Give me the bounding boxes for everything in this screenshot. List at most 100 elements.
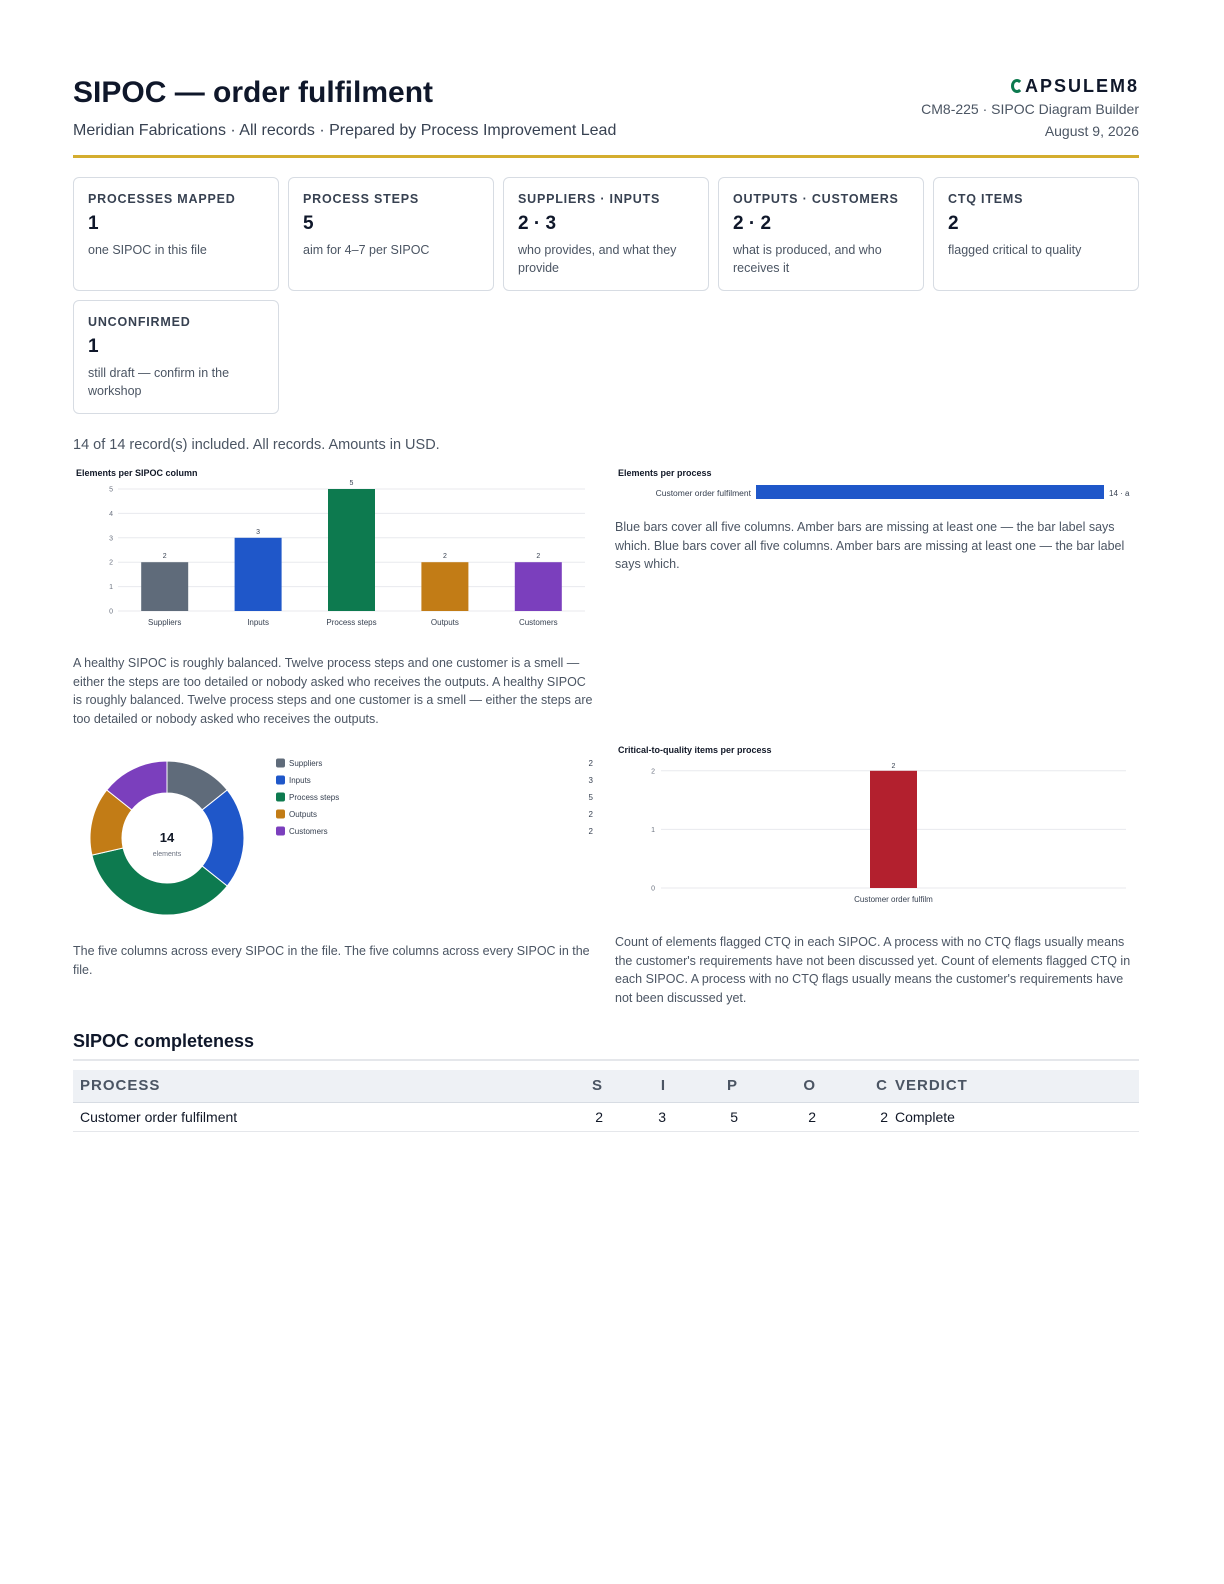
kpi-card-suppliers-inputs: Suppliers · Inputs 2 · 3 who provides, a…	[503, 177, 709, 291]
ctq-chart-title: Critical-to-quality items per process	[618, 745, 772, 755]
page-title: SIPOC — order fulfilment	[73, 76, 434, 109]
legend-value: 3	[589, 776, 594, 785]
kpi-value: 2	[948, 213, 959, 234]
kpi-note: who provides, and what they provide	[518, 243, 677, 275]
y-tick-label: 1	[651, 827, 655, 834]
report-header: SIPOC — order fulfilment Meridian Fabric…	[73, 70, 1139, 158]
kpi-card-outputs-customers: Outputs · Customers 2 · 2 what is produc…	[718, 177, 924, 291]
ctq-chart: 0 1 2 2 Customer order fulfilm	[651, 763, 1126, 904]
x-tick-label: Suppliers	[148, 618, 181, 627]
column-header-o: O	[738, 1070, 816, 1103]
kpi-note: what is produced, and who receives it	[733, 243, 882, 275]
legend-swatch	[276, 775, 285, 785]
legend-label: Process steps	[289, 793, 339, 802]
section-divider	[73, 1059, 1139, 1061]
legend-swatch	[276, 809, 285, 819]
bar-value-label: 5	[350, 480, 354, 487]
kpi-note: one SIPOC in this file	[88, 243, 207, 257]
cell-process: Customer order fulfilment	[73, 1102, 543, 1132]
document-reference: CM8-225 · SIPOC Diagram Builder	[921, 101, 1139, 117]
y-tick-label: Customer order fulfilment	[656, 488, 752, 498]
completeness-table: Process S I P O C Verdict Customer order…	[73, 1070, 1139, 1132]
report-date: August 9, 2026	[1044, 123, 1139, 139]
donut-center-label: elements	[153, 851, 182, 858]
bar-value-label: 2	[443, 553, 447, 560]
x-tick-label: Outputs	[431, 618, 459, 627]
y-tick-label: 0	[651, 886, 655, 893]
x-tick-label: Customers	[519, 618, 558, 627]
y-tick-label: 2	[651, 768, 655, 775]
bar-value-label: 2	[163, 553, 167, 560]
kpi-label: Outputs · Customers	[733, 192, 899, 206]
process-chart: Customer order fulfilment 14 · a	[656, 485, 1130, 499]
brand-mark-icon	[1010, 79, 1023, 93]
bar-customer-order-fulfilment	[756, 485, 1104, 499]
table-row: Customer order fulfilment 2 3 5 2 2 Comp…	[73, 1102, 1139, 1132]
column-header-p: P	[666, 1070, 738, 1103]
legend-value: 5	[589, 793, 594, 802]
cell-verdict: Complete	[888, 1102, 1139, 1132]
column-header-s: S	[543, 1070, 603, 1103]
x-tick-label: Process steps	[326, 618, 376, 627]
bar-suppliers	[141, 562, 189, 611]
x-tick-label: Customer order fulfilm	[854, 895, 933, 904]
cell-customers: 2	[816, 1102, 888, 1132]
kpi-value: 2 · 2	[733, 213, 772, 234]
kpi-value: 1	[88, 336, 99, 357]
bar-inputs	[234, 537, 282, 611]
process-chart-title: Elements per process	[618, 468, 712, 478]
brand-name: APSULEM8	[1024, 76, 1139, 96]
kpi-note: still draft — confirm in the workshop	[88, 366, 230, 398]
bar-value-label: 14 · a	[1109, 489, 1130, 498]
column-header-verdict: Verdict	[888, 1070, 1139, 1103]
kpi-value: 5	[303, 213, 314, 234]
bar-value-label: 2	[892, 763, 896, 770]
donut-chart: 14 elements Suppliers 2 Inputs 3 Process steps…	[89, 758, 594, 916]
y-tick-label: 4	[109, 511, 113, 518]
column-chart-caption: A healthy SIPOC is roughly balanced. Twe…	[73, 656, 593, 726]
cell-suppliers: 2	[543, 1102, 603, 1132]
cell-inputs: 3	[603, 1102, 666, 1132]
kpi-label: Suppliers · Inputs	[518, 192, 661, 206]
legend-label: Customers	[289, 827, 328, 836]
legend-swatch	[276, 758, 285, 768]
bar-value-label: 2	[536, 553, 540, 560]
kpi-label: Processes mapped	[88, 192, 236, 206]
brand-logo: APSULEM8	[1010, 76, 1139, 97]
page-subtitle: Meridian Fabrications · All records · Pr…	[73, 122, 617, 139]
donut-center-value: 14	[160, 830, 175, 845]
ctq-chart-caption: Count of elements flagged CTQ in each SI…	[615, 935, 1131, 1005]
bar-outputs	[421, 562, 469, 611]
y-tick-label: 3	[109, 535, 113, 542]
legend-value: 2	[589, 759, 594, 768]
cell-process-steps: 5	[666, 1102, 738, 1132]
kpi-card-unconfirmed: Unconfirmed 1 still draft — confirm in t…	[73, 300, 279, 414]
x-tick-label: Inputs	[247, 618, 269, 627]
y-tick-label: 1	[109, 584, 113, 591]
completeness-table-title: SIPOC completeness	[73, 1031, 255, 1051]
kpi-value: 2 · 3	[518, 213, 557, 234]
records-included-note: 14 of 14 record(s) included. All records…	[73, 437, 440, 453]
kpi-card-processes-mapped: Processes mapped 1 one SIPOC in this fil…	[73, 177, 279, 291]
process-chart-caption: Blue bars cover all five columns. Amber …	[615, 520, 1125, 571]
y-tick-label: 5	[109, 487, 113, 494]
bar-customers	[514, 562, 562, 611]
kpi-card-process-steps: Process steps 5 aim for 4–7 per SIPOC	[288, 177, 494, 291]
legend-value: 2	[589, 827, 594, 836]
donut-slice-customers	[106, 760, 168, 811]
bar-customer-order-fulfilm	[870, 770, 917, 888]
kpi-card-ctq-items: CTQ items 2 flagged critical to quality	[933, 177, 1139, 291]
donut-slice-process-steps	[91, 847, 228, 916]
kpi-value: 1	[88, 213, 99, 234]
legend-swatch	[276, 792, 285, 802]
column-chart-title: Elements per SIPOC column	[76, 468, 198, 478]
column-header-c: C	[816, 1070, 888, 1103]
cell-outputs: 2	[738, 1102, 816, 1132]
donut-chart-caption: The five columns across every SIPOC in t…	[73, 944, 590, 977]
kpi-note: flagged critical to quality	[948, 243, 1082, 257]
kpi-note: aim for 4–7 per SIPOC	[303, 243, 430, 257]
legend-value: 2	[589, 810, 594, 819]
legend-label: Outputs	[289, 810, 317, 819]
legend-label: Inputs	[289, 776, 311, 785]
table-header-row: Process S I P O C Verdict	[73, 1070, 1139, 1103]
